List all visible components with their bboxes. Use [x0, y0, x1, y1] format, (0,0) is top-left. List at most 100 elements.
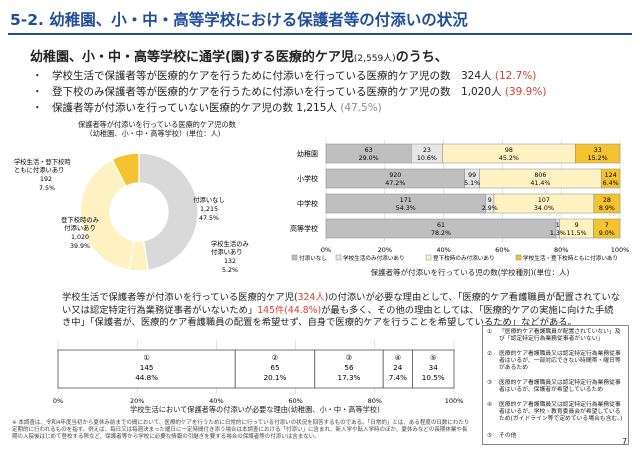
stacked-tick-label: 20% — [378, 246, 392, 254]
reasons-marker: ② — [272, 353, 278, 362]
donut-label-none-3: 47.5% — [199, 215, 219, 222]
stacked-percent-label: 54.3% — [396, 205, 416, 212]
donut-caption-line-2: （幼稚園、小・中・高等学校）(単位：人) — [85, 129, 221, 138]
paragraph-part-3: が最も多く、その他の理由としては、「医療的ケアの実施に向けた手続き中」「保護者が… — [62, 304, 614, 329]
stacked-legend-label: 学校生活・登下校時ともに付添いあり — [523, 254, 618, 262]
stacked-percent-label: 41.4% — [530, 180, 550, 187]
stacked-value-label: 806 — [534, 172, 546, 179]
stacked-percent-label: 47.2% — [385, 180, 405, 187]
reasons-tick-label: 80% — [368, 397, 382, 405]
stacked-category-label: 高等学校 — [290, 224, 318, 233]
stacked-percent-label: 34.0% — [534, 205, 554, 212]
stacked-percent-label: 2.9% — [482, 205, 498, 212]
stacked-legend-swatch — [335, 254, 342, 261]
stacked-caption: 保護者等が付添いを行っている児の数(学校種別)(単位：人) — [370, 268, 570, 277]
bullet-2-pct: (39.9%) — [504, 86, 547, 98]
stacked-percent-label: 11.5% — [567, 230, 587, 237]
stacked-value-label: 107 — [538, 197, 550, 204]
page-title: 5-2. 幼稚園、小・中・高等学校における保護者等の付添いの状況 — [10, 11, 468, 29]
paragraph-highlight-1: 324人 — [297, 292, 325, 303]
stacked-value-label: 63 — [365, 147, 373, 154]
stacked-tick-label: 80% — [554, 246, 568, 254]
reasons-value-label: 145 — [140, 363, 154, 372]
reason-legend-text: 医療的ケア看護職員又は認定特定行為業務従事者はいるが、保護者が希望しているため — [499, 380, 621, 393]
donut-label-none-1: 付添いなし — [193, 195, 224, 204]
bullet-mark: ・ — [32, 102, 43, 114]
stacked-value-label: 171 — [400, 197, 412, 204]
stacked-legend: 付添いなし 学校生活のみ付添いあり 登下校時のみ付添いあり 学校生活・登下校時ともに付… — [291, 254, 618, 262]
donut-slice — [111, 152, 140, 187]
reasons-percent-label: 20.1% — [264, 373, 287, 382]
reasons-legend: ① 「医療的ケア看護職員が配置されていない」及び「認定特定行為業務従事者がいない」… — [482, 325, 629, 445]
donut-slice — [79, 158, 135, 271]
stacked-bar-segment — [593, 193, 621, 214]
stacked-category-label: 中学校 — [297, 199, 318, 208]
stacked-value-label: 61 — [437, 222, 445, 229]
reason-legend-text: 医療的ケア看護職員又は認定特定行為業務従事者はいるが、一部対応できない時間帯・曜… — [499, 351, 621, 371]
reason-legend-text: その他 — [499, 433, 517, 439]
stacked-labels: 6329.0%2310.6%9845.2%3315.2%92047.2%995.… — [359, 147, 619, 237]
stacked-legend-label: 学校生活のみ付添いあり — [343, 254, 405, 262]
donut-label-both-2: ともに付添いあり — [14, 165, 64, 174]
stacked-category-label: 幼稚園 — [297, 149, 318, 158]
donut-caption: 保護者等が付添いを行っている医療的ケア児の数 （幼稚園、小・中・高等学校）(単位… — [78, 120, 236, 138]
reasons-marker: ① — [143, 353, 149, 362]
reasons-bar-segment — [314, 349, 384, 389]
reasons-marker: ④ — [395, 353, 401, 362]
donut-label-both-4: 7.5% — [39, 185, 55, 192]
headline-tail: のうち、 — [395, 50, 448, 65]
stacked-percent-label: 45.2% — [499, 155, 519, 162]
footnote: ※ 本調査は、令和4年度当初から夏休み前までの間において、医療的ケアを行うために… — [12, 420, 470, 440]
reasons-marker: ③ — [346, 353, 352, 362]
donut-label-school-1: 学校生活のみ — [211, 239, 249, 248]
reason-legend-num: ④ — [487, 402, 493, 408]
stacked-percent-label: 6.4% — [603, 180, 619, 187]
reasons-percent-label: 7.4% — [389, 373, 407, 382]
headline-count: (2,559人) — [353, 54, 396, 64]
title-rule — [8, 33, 632, 35]
paragraph-highlight-2: 145件(44.8%) — [257, 304, 322, 316]
donut-label-school-4: 5.2% — [222, 267, 238, 274]
bullet-3: ・ 保護者等が付添いを行っていない医療的ケア児の数 1,215人 (47.5%) — [32, 100, 382, 115]
stacked-value-label: 124 — [605, 172, 617, 179]
stacked-percent-label: 1.3% — [550, 230, 566, 237]
reasons-tick-label: 100% — [445, 397, 464, 405]
reasons-bar-segment — [412, 349, 455, 389]
bullet-1: ・ 学校生活で保護者等が医療的ケアを行うために付添いを行っている医療的ケア児の数… — [32, 68, 536, 83]
stacked-bars — [325, 143, 621, 239]
reasons-ticks: 0% 20% 40% 60% 80% 100% — [53, 397, 463, 405]
bullet-1-text: 学校生活で保護者等が医療的ケアを行うために付添いを行っている医療的ケア児の数 3… — [52, 70, 495, 82]
stacked-percent-label: 10.6% — [417, 155, 437, 162]
donut-label-commute-2: 付添いあり — [64, 223, 95, 232]
reasons-bar-segment — [234, 349, 316, 389]
reason-legend-num: ② — [487, 351, 493, 357]
donut-label-none-2: 1,215 — [200, 206, 218, 213]
stacked-bar-segment — [600, 168, 621, 189]
stacked-value-label: 23 — [423, 147, 431, 154]
stacked-legend-label: 付添いなし — [299, 254, 327, 262]
stacked-value-label: 9 — [488, 197, 492, 204]
reasons-percent-label: 17.3% — [338, 373, 361, 382]
reasons-tick-label: 40% — [209, 397, 223, 405]
donut-label-school-2: 付添いあり — [211, 247, 242, 256]
stacked-value-label: 920 — [389, 172, 401, 179]
stacked-tick-label: 100% — [611, 246, 630, 254]
donut-label-both-1: 学校生活・登下校時 — [14, 157, 71, 166]
reasons-caption: 学校生活において保護者等の付添いが必要な理由(幼稚園、小・中・高等学校) — [130, 405, 380, 414]
stacked-legend-swatch — [291, 254, 298, 261]
page-number: 7 — [622, 437, 628, 446]
donut-slice — [138, 152, 199, 271]
stacked-bar-segment — [593, 218, 621, 239]
reasons-value-label: 56 — [344, 363, 354, 372]
summary-paragraph: 学校生活で保護者等が付添いを行っている医療的ケア児(324人)の付添いが必要な理… — [62, 292, 622, 330]
bullet-2-text: 登下校のみ保護者等が医療的ケアを行うために付添いを行っている医療的ケア児の数 1… — [52, 86, 505, 98]
stacked-tick-label: 0% — [321, 246, 331, 254]
paragraph-part-1: 学校生活で保護者等が付添いを行っている医療的ケア児( — [62, 292, 298, 303]
bullet-2: ・ 登下校のみ保護者等が医療的ケアを行うために付添いを行っている医療的ケア児の数… — [32, 84, 547, 99]
reasons-tick-label: 60% — [288, 397, 302, 405]
donut-caption-line-1: 保護者等が付添いを行っている医療的ケア児の数 — [78, 120, 236, 129]
stacked-legend-swatch — [425, 254, 432, 261]
donut-label-school-3: 132 — [224, 258, 236, 265]
